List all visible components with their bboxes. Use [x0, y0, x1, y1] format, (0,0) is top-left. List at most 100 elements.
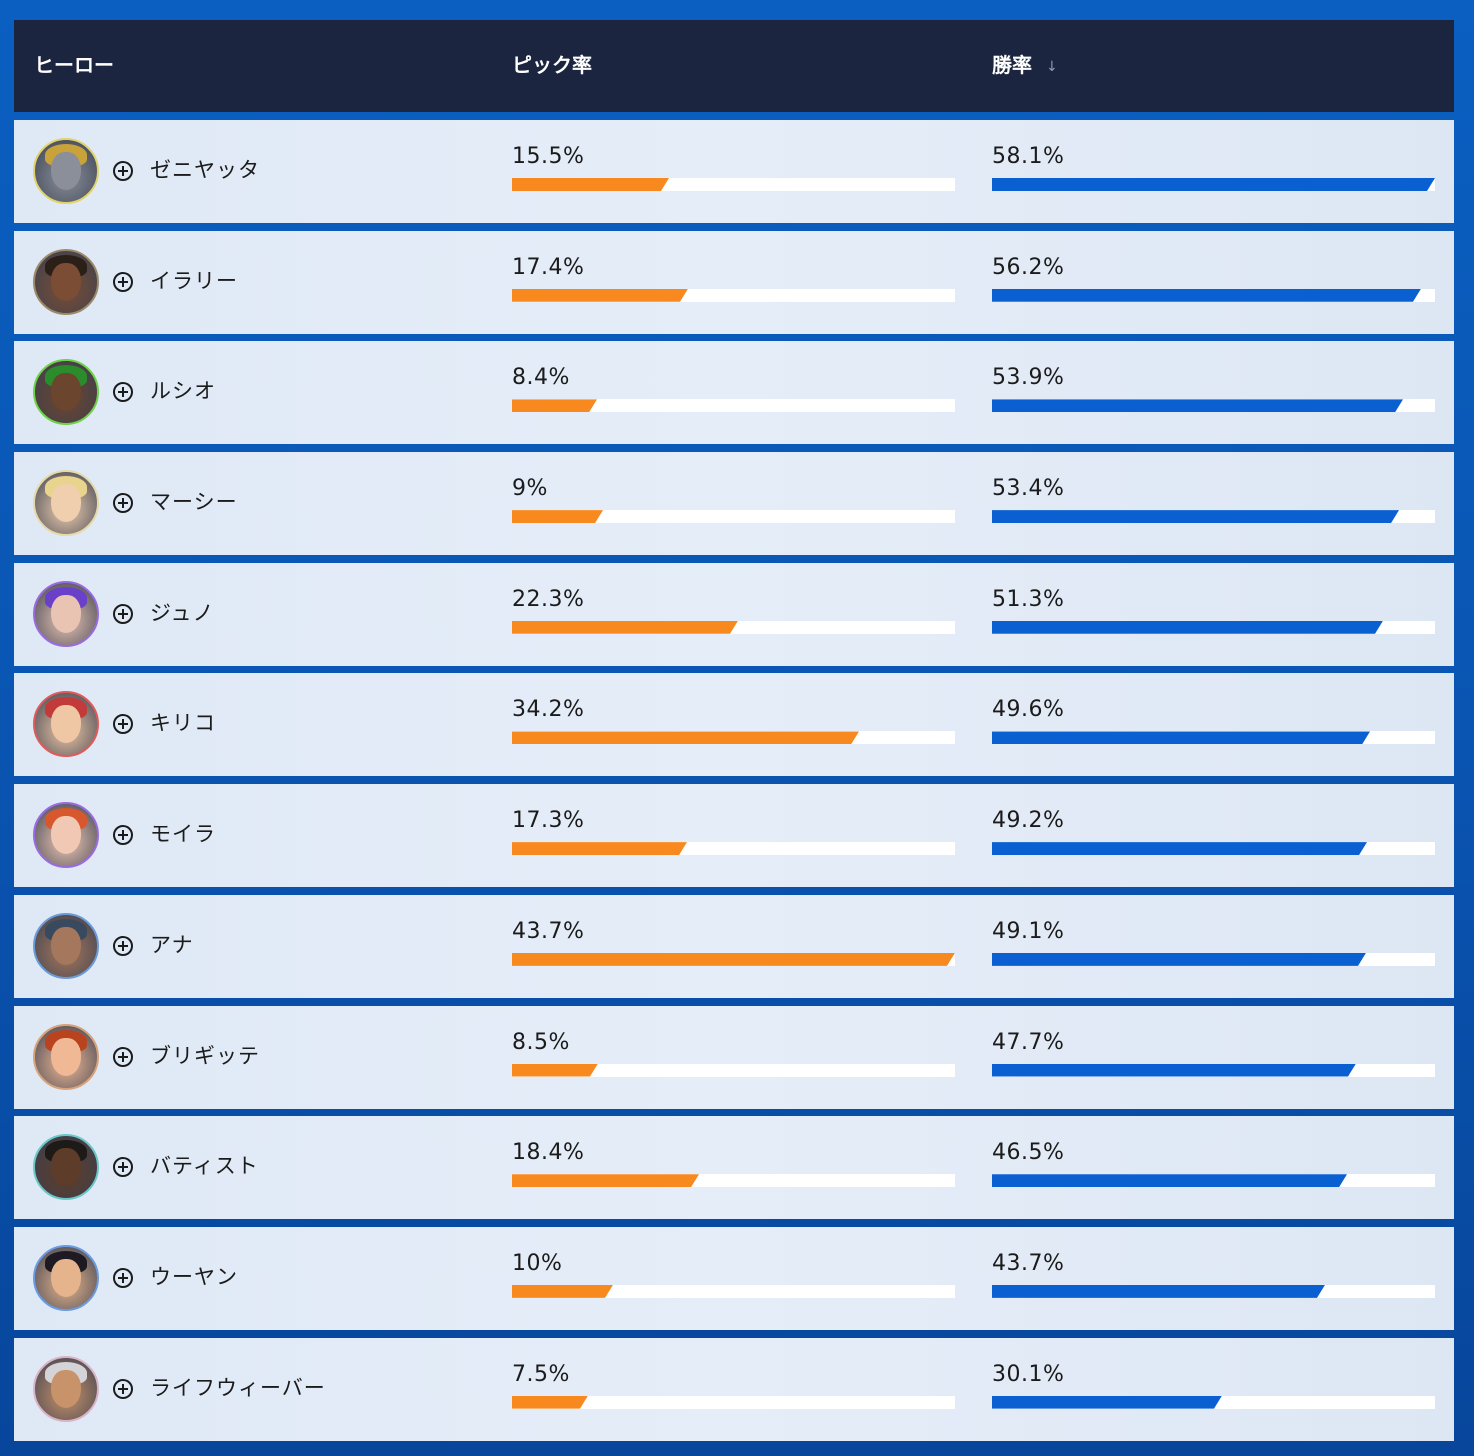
table-row[interactable]: モイラ 17.3% 49.2% — [14, 784, 1454, 888]
support-plus-icon — [113, 271, 133, 292]
hero-name[interactable]: ジュノ — [150, 600, 215, 625]
avatar-face — [51, 705, 81, 744]
win-rate-bar-fill — [992, 178, 1435, 191]
table-row[interactable]: ジュノ 22.3% 51.3% — [14, 562, 1454, 666]
win-rate-bar — [992, 1174, 1435, 1188]
pick-rate-value: 15.5% — [512, 144, 585, 169]
hero-avatar — [33, 248, 99, 315]
column-header-win-rate-label: 勝率 — [992, 53, 1032, 77]
table-row[interactable]: イラリー 17.4% 56.2% — [14, 230, 1454, 334]
table-row[interactable]: マーシー 9% 53.4% — [14, 452, 1454, 556]
hero-name[interactable]: ルシオ — [150, 379, 216, 404]
win-rate-bar — [992, 620, 1435, 634]
hero-name[interactable]: ブリギッテ — [150, 1043, 260, 1068]
win-rate-bar — [992, 842, 1435, 856]
win-rate-bar — [992, 1063, 1435, 1077]
win-rate-bar — [992, 288, 1435, 302]
table-row[interactable]: ゼニヤッタ 15.5% 58.1% — [14, 120, 1454, 223]
pick-rate-bar — [512, 510, 955, 524]
win-rate-value: 58.1% — [992, 144, 1065, 169]
pick-rate-bar-fill — [512, 842, 687, 855]
win-rate-bar-fill — [992, 953, 1366, 966]
win-rate-value: 47.7% — [992, 1029, 1065, 1055]
support-plus-icon — [113, 161, 133, 181]
win-rate-value: 49.1% — [992, 918, 1065, 944]
arrow-down-icon[interactable]: ↓ — [1046, 59, 1058, 75]
support-plus-icon — [113, 714, 133, 735]
hero-name[interactable]: ウーヤン — [150, 1264, 238, 1289]
table-row[interactable]: ウーヤン 10% 43.7% — [14, 1226, 1454, 1330]
win-rate-bar — [992, 731, 1435, 745]
pick-rate-value: 9% — [512, 476, 548, 502]
hero-avatar — [33, 1355, 99, 1422]
table-row[interactable]: ライフウィーバー 7.5% 30.1% — [14, 1337, 1454, 1441]
avatar-face — [51, 152, 81, 190]
win-rate-bar-fill — [992, 1396, 1222, 1409]
win-rate-value: 43.7% — [992, 1250, 1065, 1276]
table-row[interactable]: キリコ 34.2% 49.6% — [14, 673, 1454, 777]
support-plus-icon — [113, 935, 133, 956]
win-rate-bar-fill — [992, 621, 1383, 634]
pick-rate-value: 8.5% — [512, 1029, 570, 1055]
support-plus-icon — [113, 825, 133, 846]
column-header-hero[interactable]: ヒーロー — [34, 53, 114, 77]
hero-avatar — [33, 580, 99, 647]
table-row[interactable]: ルシオ 8.4% 53.9% — [14, 341, 1454, 445]
win-rate-value: 53.9% — [992, 365, 1065, 391]
avatar-face — [51, 1037, 81, 1076]
hero-name[interactable]: マーシー — [150, 490, 238, 515]
win-rate-bar-fill — [992, 510, 1399, 523]
win-rate-bar — [992, 1395, 1435, 1409]
win-rate-bar-fill — [992, 1064, 1356, 1077]
pick-rate-bar — [512, 731, 955, 745]
win-rate-value: 56.2% — [992, 254, 1065, 280]
table-header: ヒーロー ピック率 勝率 ↓ — [14, 20, 1454, 112]
column-header-win-rate[interactable]: 勝率 ↓ — [992, 20, 1058, 112]
column-header-pick-rate[interactable]: ピック率 — [512, 53, 592, 77]
win-rate-value: 46.5% — [992, 1140, 1065, 1166]
hero-avatar — [33, 1023, 99, 1090]
pick-rate-bar-fill — [512, 731, 859, 744]
pick-rate-value: 22.3% — [512, 586, 585, 612]
win-rate-value: 30.1% — [992, 1361, 1065, 1387]
hero-name[interactable]: イラリー — [150, 268, 238, 293]
win-rate-value: 49.2% — [992, 808, 1065, 834]
hero-avatar — [33, 1244, 99, 1311]
pick-rate-bar — [512, 842, 955, 856]
pick-rate-bar-fill — [512, 953, 955, 966]
support-plus-icon — [113, 603, 133, 624]
avatar-face — [51, 484, 81, 523]
hero-name[interactable]: モイラ — [150, 822, 216, 847]
hero-avatar — [33, 691, 99, 758]
win-rate-value: 53.4% — [992, 476, 1065, 502]
avatar-face — [51, 926, 81, 965]
hero-name[interactable]: キリコ — [150, 711, 216, 736]
pick-rate-value: 7.5% — [512, 1361, 570, 1387]
table-body: ゼニヤッタ 15.5% 58.1% イラリー 17.4% 56.2% ルシオ 8 — [14, 120, 1454, 1441]
pick-rate-bar-fill — [512, 399, 597, 412]
pick-rate-value: 17.3% — [512, 808, 585, 834]
table-row[interactable]: ブリギッテ 8.5% 47.7% — [14, 1005, 1454, 1109]
win-rate-value: 51.3% — [992, 586, 1065, 612]
table-row[interactable]: アナ 43.7% 49.1% — [14, 894, 1454, 998]
pick-rate-bar-fill — [512, 1174, 699, 1187]
win-rate-bar-fill — [992, 1285, 1325, 1298]
win-rate-bar — [992, 178, 1435, 191]
hero-name[interactable]: ライフウィーバー — [150, 1375, 326, 1400]
support-plus-icon — [113, 493, 133, 514]
hero-name[interactable]: バティスト — [150, 1154, 259, 1179]
win-rate-bar — [992, 510, 1435, 524]
pick-rate-bar — [512, 952, 955, 966]
pick-rate-bar-fill — [512, 621, 738, 634]
pick-rate-value: 43.7% — [512, 918, 585, 944]
hero-name[interactable]: アナ — [150, 932, 194, 957]
win-rate-bar-fill — [992, 1174, 1347, 1187]
win-rate-bar-fill — [992, 731, 1370, 744]
avatar-face — [51, 1148, 81, 1187]
hero-avatar — [33, 1134, 99, 1201]
table-row[interactable]: バティスト 18.4% 46.5% — [14, 1116, 1454, 1220]
pick-rate-bar — [512, 288, 955, 302]
pick-rate-bar — [512, 399, 955, 413]
pick-rate-bar-fill — [512, 1396, 588, 1409]
hero-name[interactable]: ゼニヤッタ — [150, 158, 260, 182]
